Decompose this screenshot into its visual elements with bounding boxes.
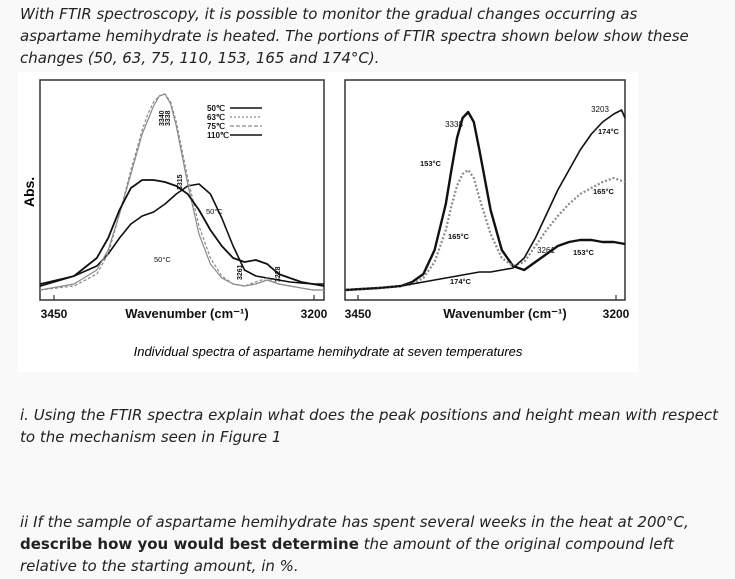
peak-label: 3315	[177, 174, 184, 190]
x-axis-label: Wavenumber (cm⁻¹)	[125, 306, 248, 321]
annotation-label: 50°C	[206, 207, 223, 216]
annotation-label: 50°C	[154, 255, 171, 264]
series-line	[39, 179, 325, 287]
peak-label: 3203	[591, 105, 609, 114]
series-label: 153°C	[573, 248, 595, 257]
question-2: ii If the sample of aspartame hemihydrat…	[20, 511, 730, 577]
series-line	[344, 109, 626, 291]
question-1: i. Using the FTIR spectra explain what d…	[20, 406, 718, 446]
peak-label: 3261	[537, 246, 555, 255]
peak-label: 3261	[237, 264, 244, 280]
legend-label: 50℃	[207, 104, 225, 113]
peak-label: 3338	[445, 120, 463, 129]
series-label: 174°C	[450, 277, 472, 286]
series-label: 165°C	[448, 232, 470, 241]
question-2-emphasis: describe how you would best determine	[20, 535, 359, 553]
series-label: 174°C	[598, 127, 620, 136]
x-tick-label: 3200	[603, 307, 630, 321]
series-line	[344, 110, 626, 292]
series-label: 165°C	[593, 187, 615, 196]
x-tick-label: 3450	[41, 307, 68, 321]
peak-label: 3338	[165, 110, 172, 126]
y-axis-label: Abs.	[21, 177, 37, 207]
intro-paragraph: With FTIR spectroscopy, it is possible t…	[20, 5, 689, 67]
x-tick-label: 3450	[345, 307, 372, 321]
legend-label: 110℃	[207, 131, 229, 140]
figure-caption: Individual spectra of aspartame hemihydr…	[134, 344, 523, 359]
series-line	[344, 168, 626, 292]
series-line	[39, 183, 324, 285]
peak-label: 3340	[159, 110, 166, 126]
x-axis-label: Wavenumber (cm⁻¹)	[443, 306, 566, 321]
panel-frame	[344, 79, 626, 301]
series-line	[39, 93, 324, 291]
legend-label: 75℃	[207, 122, 225, 131]
peak-label: 3228	[275, 266, 282, 282]
x-tick-label: 3200	[301, 307, 328, 321]
series-label: 153°C	[420, 159, 442, 168]
legend-label: 63℃	[207, 113, 225, 122]
ftir-panel-right: 3450 3200 Wavenumber (cm⁻¹) 3338 3203 3261 153…	[344, 79, 630, 321]
question-2-suffix: the amount of the original compound left…	[20, 535, 674, 575]
question-2-prefix: ii If the sample of aspartame hemihydrat…	[20, 513, 689, 531]
